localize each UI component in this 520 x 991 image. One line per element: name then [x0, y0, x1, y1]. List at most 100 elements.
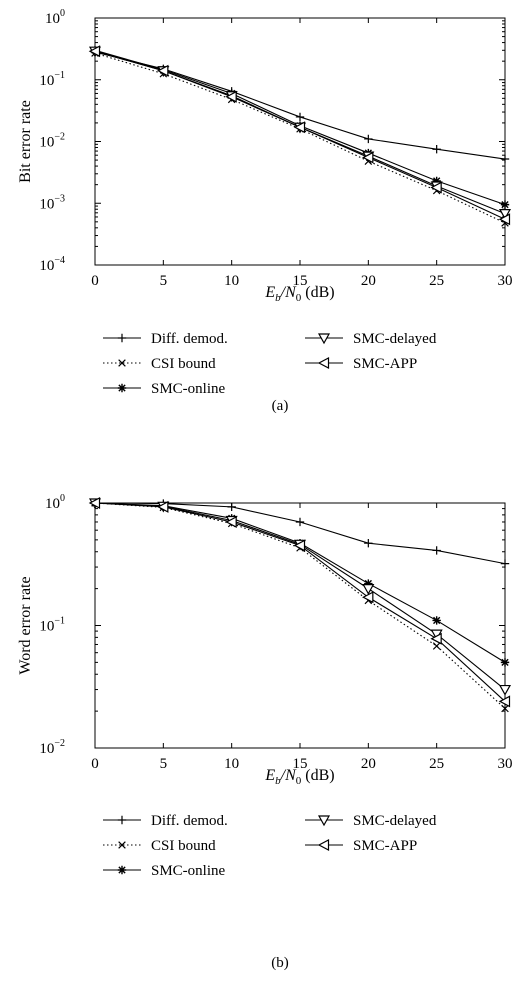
legend-label: Diff. demod.	[151, 813, 228, 829]
data-point	[88, 45, 101, 58]
y-tick-label: 10−4	[39, 255, 65, 274]
series-x	[91, 49, 509, 227]
data-point	[157, 500, 169, 513]
data-point	[227, 502, 236, 512]
data-point	[432, 176, 441, 186]
y-tick-label: 10−2	[39, 738, 65, 757]
x-tick-label: 0	[91, 273, 99, 289]
data-point	[364, 538, 373, 548]
legend-marker	[117, 815, 127, 825]
data-point	[500, 154, 510, 164]
data-point	[88, 497, 101, 509]
legend-marker	[317, 815, 331, 827]
series-tri-down	[88, 498, 512, 696]
data-point	[293, 121, 306, 134]
data-point	[500, 559, 510, 568]
panel-label: (a)	[272, 398, 289, 414]
legend-label: SMC-APP	[353, 356, 417, 372]
series-line	[94, 502, 506, 702]
legend-label: SMC-APP	[353, 838, 417, 854]
series-line	[94, 502, 506, 565]
y-tick-label: 100	[45, 493, 65, 512]
x-tick-label: 30	[498, 756, 513, 772]
legend-label: SMC-delayed	[353, 331, 437, 347]
data-point	[500, 658, 510, 667]
legend-label: SMC-online	[151, 863, 226, 879]
legend-label: CSI bound	[151, 838, 216, 854]
y-axis-label: Word error rate	[17, 576, 34, 674]
x-tick-label: 5	[160, 273, 168, 289]
legend: Diff. demod. CSI bound SMC-online SMC-delay…	[103, 813, 437, 879]
data-point	[225, 515, 237, 528]
chart-panel-a: 0 5 10 15 20 25 30 100 10−1 10−2 10−3 10−4 Bit error…	[17, 8, 513, 414]
x-tick-label: 10	[224, 756, 239, 772]
chart-panel-b: 0 5 10 15 20 25 30 100 10−1 10−2 Word error rate Eb…	[17, 493, 513, 971]
series-tri-left	[88, 497, 511, 708]
y-tick-label: 10−1	[39, 616, 65, 635]
data-point	[500, 200, 510, 209]
legend-label: SMC-online	[151, 381, 226, 397]
x-tick-label: 25	[429, 273, 444, 289]
x-tick-label: 30	[498, 273, 513, 289]
data-point	[293, 539, 306, 552]
legend-marker	[118, 359, 126, 367]
data-point	[362, 584, 375, 595]
y-tick-label: 10−2	[39, 132, 65, 151]
series-plus	[90, 47, 510, 164]
x-tick-label: 25	[429, 756, 444, 772]
legend-marker	[117, 383, 127, 393]
x-tick-label: 15	[293, 273, 308, 289]
data-point	[498, 208, 512, 220]
legend-marker	[317, 357, 330, 369]
legend-marker	[117, 865, 127, 875]
data-point	[295, 517, 305, 527]
data-point	[498, 695, 511, 708]
legend-label: SMC-delayed	[353, 813, 437, 829]
y-tick-label: 100	[45, 8, 65, 27]
data-point	[295, 112, 305, 122]
data-point	[498, 684, 512, 696]
y-tick-label: 10−1	[39, 70, 65, 89]
legend-marker	[118, 841, 126, 849]
data-point	[432, 145, 441, 154]
data-point	[432, 616, 441, 625]
legend-marker	[317, 839, 330, 851]
data-point	[432, 546, 441, 555]
legend-label: Diff. demod.	[151, 331, 228, 347]
y-tick-label: 10−3	[39, 193, 65, 212]
data-point	[364, 579, 373, 588]
legend-marker	[117, 333, 127, 343]
data-point	[362, 591, 374, 604]
x-axis-label: Eb/N0 (dB)	[264, 284, 334, 304]
data-point	[157, 64, 169, 77]
series-line	[94, 502, 506, 709]
y-axis-label: Bit error rate	[17, 100, 34, 183]
data-point	[501, 704, 509, 713]
series-plus	[90, 498, 510, 568]
series-line	[94, 52, 506, 224]
x-tick-label: 5	[160, 756, 168, 772]
data-point	[364, 134, 373, 144]
data-point	[225, 90, 237, 103]
x-tick-label: 10	[224, 273, 239, 289]
legend: Diff. demod. CSI bound SMC-online SMC-delay…	[103, 331, 437, 397]
data-point	[498, 213, 511, 226]
legend-label: CSI bound	[151, 356, 216, 372]
panel-label: (b)	[271, 955, 289, 971]
x-tick-label: 15	[293, 756, 308, 772]
series-line	[94, 502, 506, 663]
x-tick-label: 20	[361, 273, 376, 289]
data-point	[430, 632, 442, 645]
x-tick-label: 20	[361, 756, 376, 772]
plot-frame	[94, 17, 506, 266]
series-line	[94, 502, 506, 690]
legend-marker	[317, 333, 331, 345]
series-tri-left	[88, 45, 511, 226]
series-x	[91, 499, 509, 713]
x-tick-label: 0	[91, 756, 99, 772]
data-point	[430, 181, 442, 194]
data-point	[362, 151, 374, 164]
data-point	[432, 642, 441, 650]
